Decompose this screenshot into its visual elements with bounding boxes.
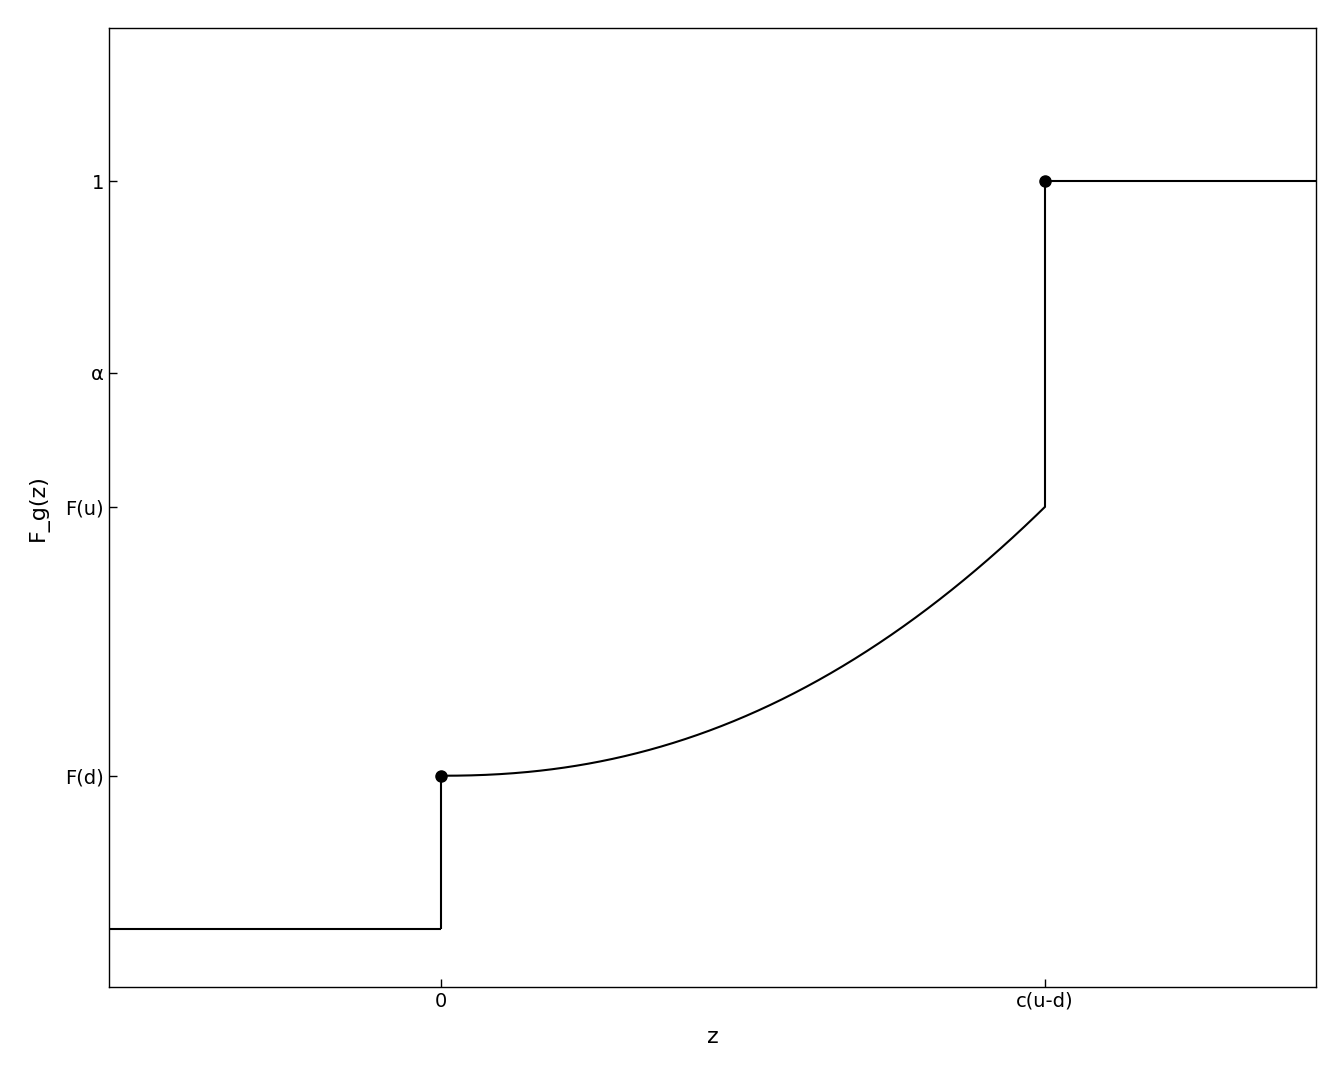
Y-axis label: F_g(z): F_g(z) <box>28 474 48 541</box>
X-axis label: z: z <box>707 1028 719 1047</box>
